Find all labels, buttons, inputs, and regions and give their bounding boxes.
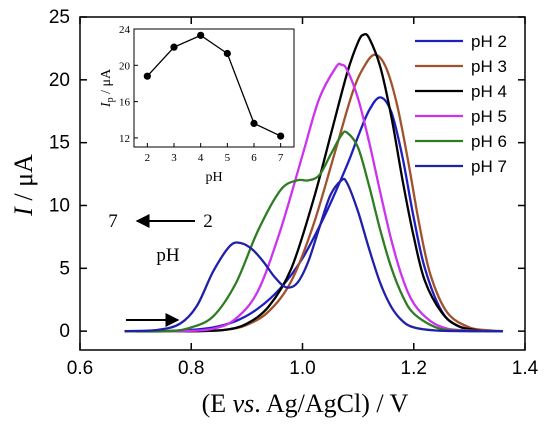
- x-tick-label: 1.0: [289, 358, 315, 379]
- legend-label: pH 7: [471, 157, 507, 176]
- legend-label: pH 3: [471, 57, 507, 76]
- ph-to-label: 2: [203, 211, 213, 232]
- inset-x-axis-title: pH: [205, 170, 222, 185]
- inset-series: [143, 31, 285, 140]
- ph-from-label: 7: [108, 211, 118, 232]
- inset-data-point: [197, 31, 205, 39]
- series-line-ph-5: [124, 62, 503, 333]
- inset-data-point: [250, 119, 258, 127]
- y-tick-label: 25: [49, 7, 70, 28]
- inset-y-tick-label: 12: [119, 133, 130, 145]
- inset-x-tick-label: 6: [251, 152, 257, 164]
- inset-x-tick-label: 3: [171, 152, 177, 164]
- inset-y-tick-label: 16: [119, 97, 131, 109]
- inset-data-point: [223, 49, 231, 58]
- series-line-ph-4: [124, 32, 503, 333]
- series-line-ph-6: [124, 130, 503, 333]
- y-tick-label: 20: [49, 70, 70, 91]
- inset-x-tick-label: 7: [278, 152, 284, 164]
- inset-y-axis-title: Ip / μA: [99, 68, 116, 108]
- data-series: [124, 32, 503, 333]
- inset-plot-frame: [133, 28, 295, 148]
- inset-line: [146, 34, 281, 137]
- series-line-ph-3: [124, 53, 503, 333]
- legend-label: pH 6: [471, 132, 507, 151]
- x-tick-label: 1.2: [401, 358, 427, 379]
- x-tick-label: 0.8: [178, 358, 204, 379]
- legend: pH 2 pH 3 pH 4 pH 5 pH 6 pH 7: [415, 32, 507, 176]
- inset-x-tick-label: 5: [225, 152, 231, 164]
- inset-data-point: [143, 72, 151, 80]
- x-axis-title: (E vs. Ag/AgCl) / V: [202, 389, 409, 418]
- x-axis-ticks: 0.6 0.8 1.0 1.2 1.4: [67, 17, 539, 379]
- y-tick-label: 5: [59, 258, 70, 279]
- y-tick-label: 0: [59, 321, 70, 342]
- x-tick-label: 0.6: [67, 358, 93, 379]
- inset-data-point: [170, 43, 178, 51]
- y-axis-title: I / μA: [9, 154, 38, 217]
- inset-x-tick-label: 4: [198, 152, 204, 164]
- inset-x-tick-label: 2: [145, 152, 151, 164]
- inset-chart: 2 3 4 5 6 7 12 16 20 24 pH Ip / μA: [99, 24, 295, 185]
- legend-label: pH 2: [471, 32, 507, 51]
- inset-y-tick-label: 24: [119, 24, 131, 36]
- legend-label: pH 5: [471, 107, 507, 126]
- inset-x-ticks: 2 3 4 5 6 7: [145, 143, 284, 164]
- y-tick-label: 10: [49, 195, 70, 216]
- inset-data-point: [277, 132, 285, 140]
- inset-y-ticks: 12 16 20 24: [119, 24, 138, 145]
- series-line-ph-7: [124, 177, 503, 333]
- ph-label: pH: [156, 245, 180, 266]
- y-tick-label: 15: [49, 133, 70, 154]
- inset-y-tick-label: 20: [119, 60, 131, 72]
- x-tick-label: 1.4: [512, 358, 539, 379]
- legend-label: pH 4: [471, 82, 507, 101]
